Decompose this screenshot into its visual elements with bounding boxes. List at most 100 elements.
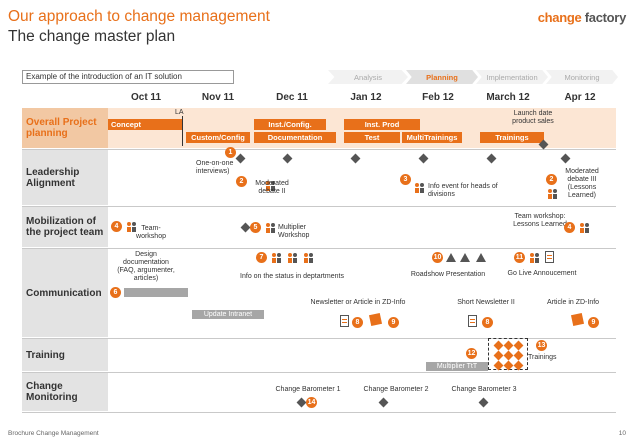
phase-analysis: Analysis (328, 70, 408, 84)
go-live-note: Go Live Annoucement (507, 270, 577, 277)
row-divider (22, 149, 616, 150)
moderated-debate-3-note: Moderated debate III (Lessons Learned) (565, 168, 599, 200)
step-number-badge: 12 (466, 348, 477, 359)
row-divider (22, 338, 616, 339)
short-newsletter-note: Short Newsletter II (457, 299, 515, 306)
la-label: LA (175, 109, 184, 116)
milestone-diamond-icon (350, 153, 361, 164)
row-label-overall: Overall Project planning (22, 108, 108, 148)
month-feb-12: Feb 12 (422, 92, 454, 103)
people-icon (266, 223, 275, 233)
people-icon (548, 189, 557, 199)
brand-logo: change factory (537, 10, 627, 25)
barometer-3-note: Change Barometer 3 (451, 386, 517, 393)
people-icon (415, 183, 424, 193)
row-label-communication: Communication (22, 249, 108, 337)
step-number-badge: 10 (432, 252, 443, 263)
step-number-badge: 7 (256, 252, 267, 263)
step-number-badge: 9 (588, 317, 599, 328)
phase-planning: Planning (406, 70, 478, 84)
milestone-diamond-icon (378, 397, 389, 408)
info-status-note: Info on the status in deptartments (240, 273, 344, 280)
team-workshop-ll-note: Team workshop: Lessons Learned (513, 213, 567, 229)
people-icon (127, 222, 136, 232)
multiplier-ttt-bar: Multiplier TtT (426, 362, 488, 371)
step-number-badge: 4 (111, 221, 122, 232)
milestone-diamond-icon (418, 153, 429, 164)
roadshow-icon (446, 253, 456, 262)
step-number-badge: 3 (400, 174, 411, 185)
page-subtitle: The change master plan (8, 28, 176, 45)
article-icon (368, 312, 383, 327)
milestone-diamond-icon (486, 153, 497, 164)
barometer-2-note: Change Barometer 2 (363, 386, 429, 393)
milestone-diamond-icon (296, 397, 307, 408)
step-number-badge: 11 (514, 252, 525, 263)
document-icon (545, 251, 554, 263)
month-nov-11: Nov 11 (201, 92, 235, 103)
bar-inst-config: Inst./Config. (254, 119, 326, 130)
step-number-badge: 4 (564, 222, 575, 233)
row-divider (22, 372, 616, 373)
step-number-badge: 14 (306, 397, 317, 408)
row-divider (22, 248, 616, 249)
design-doc-bar (124, 288, 188, 297)
people-icon (580, 223, 589, 233)
page-title: Our approach to change management (8, 8, 270, 25)
people-icon (288, 253, 297, 263)
multiplier-workshop-note: Multiplier Workshop (278, 224, 310, 240)
milestone-diamond-icon (240, 222, 251, 233)
step-number-badge: 8 (352, 317, 363, 328)
bar-multitrainings: MultiTrainings (402, 132, 462, 143)
bar-concept: Concept (108, 119, 182, 130)
roadshow-note: Roadshow Presentation (410, 271, 486, 278)
row-label-leadership: Leadership Alignment (22, 150, 108, 205)
step-number-badge: 6 (110, 287, 121, 298)
people-icon (266, 181, 275, 191)
month-march-12: March 12 (486, 92, 530, 103)
people-icon (304, 253, 313, 263)
row-label-training: Training (22, 339, 108, 371)
step-number-badge: 2 (236, 176, 247, 187)
bar-custom-config: Custom/Config (186, 132, 250, 143)
intranet-bar: Update Intranet (192, 310, 264, 319)
newsletter-icon (468, 315, 477, 327)
moderated-debate-2-note: Moderated debate II (255, 180, 289, 196)
month-dec-11: Dec 11 (276, 92, 308, 103)
info-event-note: Info event for heads of divisions (428, 183, 498, 199)
row-label-monitoring: Change Monitoring (22, 373, 108, 411)
example-label: Example of the introduction of an IT sol… (22, 70, 234, 84)
people-icon (272, 253, 281, 263)
newsletter-icon (340, 315, 349, 327)
bar-trainings: Trainings (480, 132, 544, 143)
row-divider (22, 412, 616, 413)
trainings-note: Trainings (528, 354, 557, 361)
step-number-badge: 5 (250, 222, 261, 233)
step-number-badge: 9 (388, 317, 399, 328)
roadshow-icon (476, 253, 486, 262)
month-apr-12: Apr 12 (564, 92, 596, 103)
step-number-badge: 13 (536, 340, 547, 351)
row-divider (22, 206, 616, 207)
month-oct-11: Oct 11 (130, 92, 162, 103)
footer-label: Brochure Change Management (8, 430, 99, 437)
milestone-diamond-icon (478, 397, 489, 408)
step-number-badge: 8 (482, 317, 493, 328)
month-jan-12: Jan 12 (350, 92, 382, 103)
bar-documentation: Documentation (254, 132, 336, 143)
row-label-mobilization: Mobilization of the project team (22, 207, 108, 247)
team-workshop-note: Team-workshop (136, 225, 166, 241)
launch-date-label: Launch date product sales (512, 110, 554, 126)
page-number: 10 (618, 430, 626, 437)
roadshow-icon (460, 253, 470, 262)
phase-implementation: Implementation (476, 70, 548, 84)
step-number-badge: 1 (225, 147, 236, 158)
one-on-one-note: One-on-one interviews) (196, 160, 234, 176)
people-icon (530, 253, 539, 263)
barometer-1-note: Change Barometer 1 (275, 386, 341, 393)
design-doc-note: Design documentation (FAQ, argumenter, a… (117, 251, 175, 283)
article-icon (570, 312, 585, 327)
phase-monitoring: Monitoring (546, 70, 618, 84)
step-number-badge: 2 (546, 174, 557, 185)
bar-test: Test (344, 132, 400, 143)
